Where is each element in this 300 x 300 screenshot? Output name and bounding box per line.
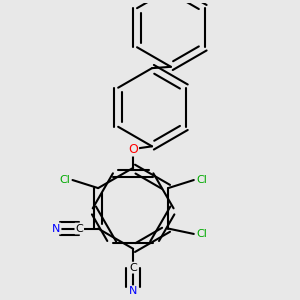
Text: O: O <box>128 142 138 155</box>
Text: Cl: Cl <box>196 175 207 185</box>
Text: N: N <box>52 224 61 233</box>
Text: C: C <box>129 262 137 273</box>
Text: C: C <box>75 224 83 233</box>
Text: Cl: Cl <box>196 229 207 239</box>
Text: N: N <box>129 286 137 296</box>
Text: Cl: Cl <box>59 175 70 185</box>
